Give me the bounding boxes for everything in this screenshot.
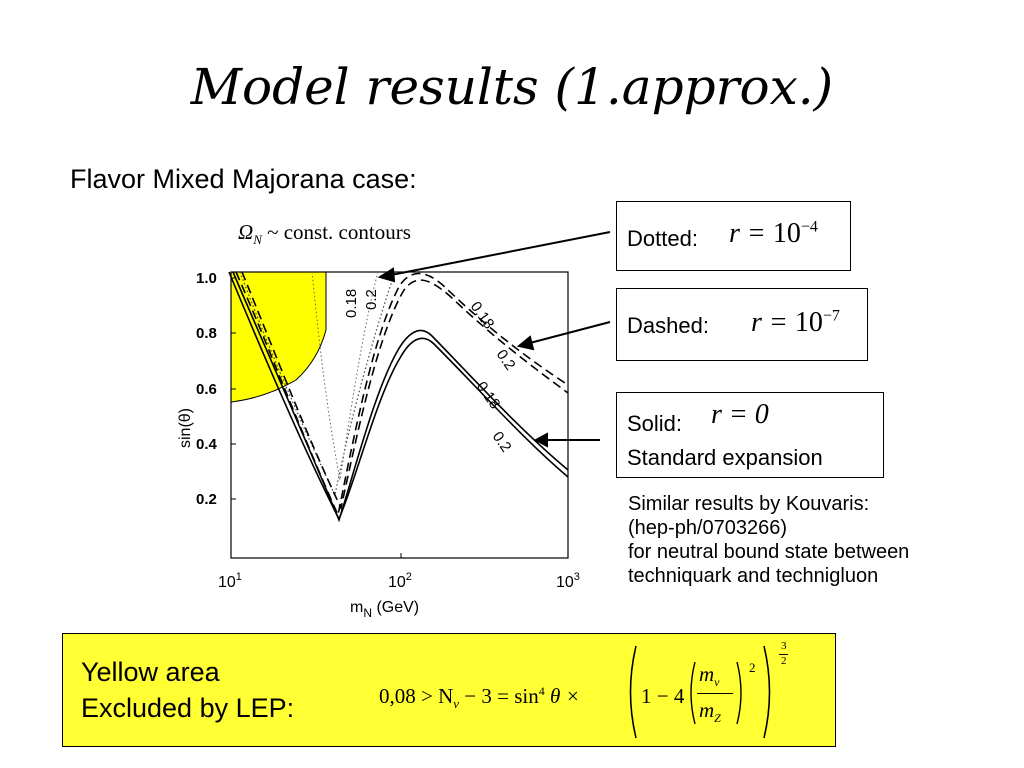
dotted-contour [239, 271, 396, 497]
contour-label: 0.18 [467, 299, 498, 333]
reference-note: Similar results by Kouvaris: (hep-ph/070… [628, 492, 909, 588]
y-tick-label: 0.4 [196, 436, 218, 453]
note-line: for neutral bound state between [628, 541, 910, 563]
note-line: Similar results by Kouvaris: [628, 493, 870, 515]
x-tick-label: 103 [556, 571, 580, 591]
contour-label: 0.2 [489, 429, 515, 456]
y-tick-label: 0.2 [196, 491, 217, 508]
legend-solid-description: Standard expansion [627, 445, 823, 470]
legend-arrows [377, 231, 611, 448]
y-tick-label: 0.6 [196, 381, 217, 398]
lep-line: Yellow area [81, 657, 220, 687]
contour-label: 0.18 [343, 289, 360, 318]
dashed-contour [235, 271, 569, 518]
x-tick-label: 102 [388, 571, 412, 591]
omega-symbol: Ω [238, 220, 254, 244]
y-axis-label: sin(θ) [177, 408, 194, 448]
slide-subtitle: Flavor Mixed Majorana case: [70, 164, 417, 194]
lep-line: Excluded by LEP: [81, 693, 295, 723]
lep-description: Yellow area Excluded by LEP: [81, 654, 294, 726]
lep-exclusion-box: Yellow area Excluded by LEP: 0,08 > Nν −… [62, 633, 836, 747]
contour-label: 0.2 [363, 289, 380, 310]
plot-title: ΩN ~ const. contours [238, 220, 411, 248]
big-paren-left [629, 645, 637, 739]
small-paren-left [690, 661, 696, 725]
y-tick-label: 0.8 [196, 325, 217, 342]
excluded-region [230, 271, 327, 403]
x-axis-label: mN (GeV) [350, 599, 419, 620]
note-line: (hep-ph/0703266) [628, 517, 788, 539]
legend-solid-equation: r = 0 [711, 399, 769, 430]
contour-label: 0.2 [493, 347, 519, 374]
solid-contour [232, 271, 569, 523]
legend-dashed: Dashed: r = 10−7 [616, 288, 868, 361]
note-line: techniquark and technigluon [628, 565, 879, 587]
legend-dotted: Dotted: r = 10−4 [616, 201, 851, 271]
plot-axes [230, 271, 569, 559]
legend-solid-label: Solid: [627, 411, 683, 436]
solid-contour [228, 271, 569, 521]
y-tick-label: 1.0 [196, 270, 217, 287]
y-ticks [231, 277, 402, 558]
legend-dashed-equation: r = 10−7 [751, 307, 840, 338]
legend-dashed-label: Dashed: [627, 313, 709, 338]
legend-dotted-equation: r = 10−4 [729, 218, 818, 249]
lep-formula: 0,08 > Nν − 3 = sin4 θ × 1 − 4 mν mZ 2 3… [379, 640, 819, 742]
legend-solid: Solid: r = 0 Standard expansion [616, 392, 884, 478]
slide-title: Model results (1.approx.) [190, 58, 834, 116]
contour-label: 0.18 [473, 379, 504, 413]
legend-dotted-label: Dotted: [627, 226, 698, 251]
dashed-contour [241, 271, 569, 511]
omega-subscript: N [253, 232, 262, 248]
big-paren-right [763, 645, 771, 739]
small-paren-right [736, 661, 742, 725]
x-tick-label: 101 [218, 571, 242, 591]
plot-title-rest: ~ const. contours [261, 220, 411, 244]
dotted-contour [311, 271, 379, 481]
